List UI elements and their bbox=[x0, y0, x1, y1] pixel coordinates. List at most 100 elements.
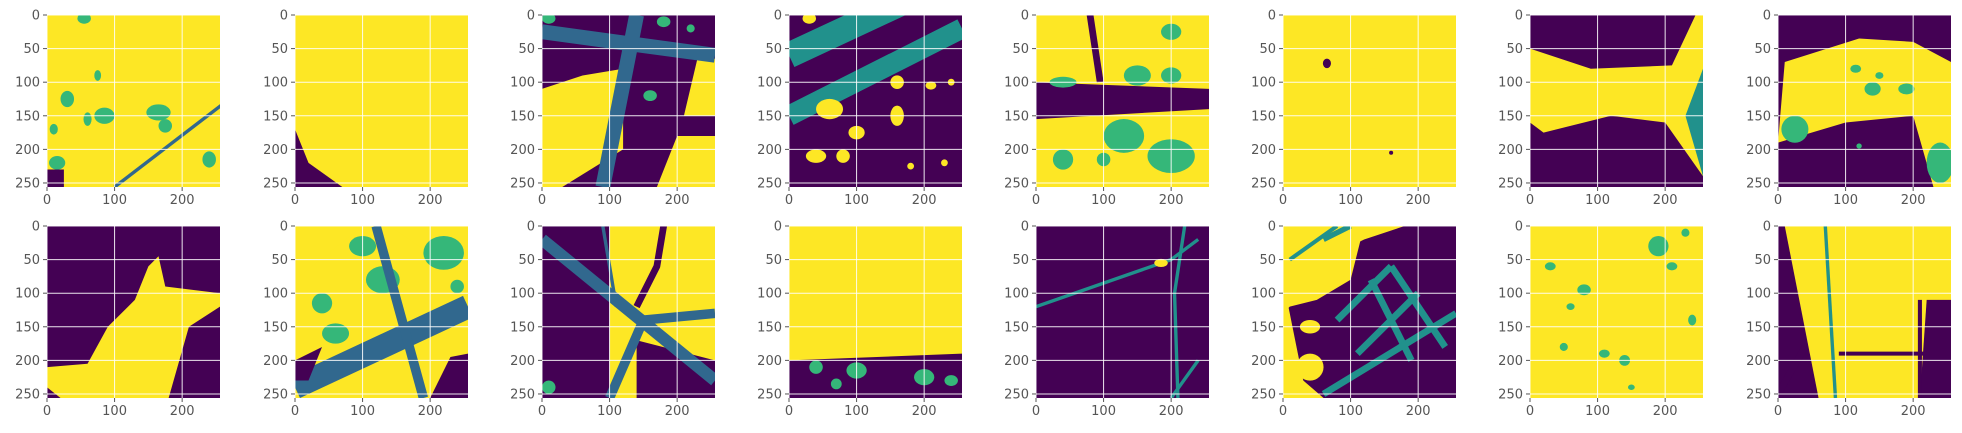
y-tick-label: 150 bbox=[15, 320, 40, 335]
y-tick-label: 250 bbox=[1498, 176, 1523, 191]
y-tick-label: 150 bbox=[1004, 109, 1029, 124]
mask-region bbox=[686, 24, 695, 33]
panel-background bbox=[295, 15, 468, 187]
mask-region bbox=[423, 235, 464, 270]
y-tick-label: 200 bbox=[1498, 143, 1523, 158]
mask-panel: 0 100 200 0 50 100 150 200 250 bbox=[15, 9, 220, 208]
mask-region bbox=[907, 162, 915, 170]
y-tick-label: 200 bbox=[1746, 143, 1771, 158]
mask-region bbox=[595, 15, 644, 187]
mask-region bbox=[636, 340, 715, 398]
y-tick-label: 150 bbox=[510, 109, 535, 124]
mask-region bbox=[542, 15, 556, 24]
y-tick-label: 50 bbox=[1259, 42, 1276, 57]
y-tick-label: 0 bbox=[1021, 220, 1029, 235]
y-tick-label: 100 bbox=[1746, 76, 1771, 91]
x-tick-label: 0 bbox=[291, 193, 299, 208]
y-tick-label: 0 bbox=[32, 9, 40, 24]
x-tick-label: 200 bbox=[170, 404, 195, 419]
x-tick-label: 0 bbox=[1279, 404, 1287, 419]
y-tick-label: 250 bbox=[510, 176, 535, 191]
mask-region bbox=[47, 169, 64, 187]
x-tick-label: 0 bbox=[538, 193, 546, 208]
mask-region bbox=[1778, 345, 1808, 396]
x-tick-label: 100 bbox=[102, 193, 127, 208]
mask-region bbox=[295, 129, 343, 187]
mask-region bbox=[683, 58, 715, 116]
x-tick-label: 200 bbox=[418, 193, 443, 208]
y-tick-label: 100 bbox=[757, 76, 782, 91]
y-tick-label: 200 bbox=[15, 143, 40, 158]
y-tick-label: 50 bbox=[23, 42, 40, 57]
y-tick-label: 150 bbox=[1251, 109, 1276, 124]
mask-region bbox=[49, 156, 66, 170]
mask-panel: 0 100 200 0 50 100 150 200 250 bbox=[1251, 220, 1456, 419]
x-tick-label: 100 bbox=[597, 193, 622, 208]
y-tick-label: 200 bbox=[510, 354, 535, 369]
y-tick-label: 150 bbox=[1746, 109, 1771, 124]
mask-region bbox=[49, 123, 58, 135]
mask-region bbox=[789, 19, 962, 125]
y-tick-label: 100 bbox=[15, 287, 40, 302]
mask-region bbox=[1322, 58, 1331, 69]
y-tick-label: 250 bbox=[510, 387, 535, 402]
y-tick-label: 250 bbox=[263, 176, 288, 191]
y-tick-label: 0 bbox=[1515, 220, 1523, 235]
x-tick-label: 100 bbox=[102, 404, 127, 419]
y-tick-label: 50 bbox=[271, 42, 288, 57]
mask-region bbox=[1322, 226, 1352, 242]
mask-region bbox=[1389, 150, 1394, 155]
x-tick-label: 0 bbox=[785, 404, 793, 419]
mask-panel: 0 100 200 0 50 100 150 200 250 bbox=[1746, 220, 1951, 419]
y-tick-label: 50 bbox=[1012, 253, 1029, 268]
y-tick-label: 0 bbox=[774, 220, 782, 235]
x-tick-label: 200 bbox=[1406, 404, 1431, 419]
y-tick-label: 50 bbox=[518, 42, 535, 57]
y-tick-label: 250 bbox=[1498, 387, 1523, 402]
x-tick-label: 200 bbox=[170, 193, 195, 208]
mask-region bbox=[1666, 262, 1678, 271]
y-tick-label: 0 bbox=[1021, 9, 1029, 24]
mask-region bbox=[944, 375, 958, 386]
x-tick-label: 0 bbox=[1774, 193, 1782, 208]
y-tick-label: 250 bbox=[1004, 176, 1029, 191]
mask-region bbox=[1778, 38, 1951, 187]
mask-region bbox=[77, 15, 91, 24]
x-tick-label: 200 bbox=[1653, 404, 1678, 419]
x-tick-label: 100 bbox=[1585, 193, 1610, 208]
mask-region bbox=[941, 159, 948, 167]
mask-region bbox=[925, 81, 937, 90]
mask-region bbox=[816, 98, 844, 120]
y-tick-label: 0 bbox=[527, 220, 535, 235]
mask-panel: 0 100 200 0 50 100 150 200 250 bbox=[510, 9, 715, 208]
mask-region bbox=[1566, 303, 1575, 311]
x-tick-label: 100 bbox=[844, 404, 869, 419]
x-tick-label: 100 bbox=[844, 193, 869, 208]
x-tick-label: 100 bbox=[1091, 193, 1116, 208]
y-tick-label: 0 bbox=[774, 9, 782, 24]
y-tick-label: 0 bbox=[1515, 9, 1523, 24]
mask-region bbox=[450, 279, 464, 294]
y-tick-label: 150 bbox=[757, 109, 782, 124]
mask-region bbox=[83, 112, 92, 126]
y-tick-label: 50 bbox=[765, 253, 782, 268]
x-tick-label: 0 bbox=[1279, 193, 1287, 208]
y-tick-label: 150 bbox=[1004, 320, 1029, 335]
y-tick-label: 200 bbox=[1251, 143, 1276, 158]
mask-region bbox=[1296, 353, 1324, 381]
y-tick-label: 50 bbox=[23, 253, 40, 268]
y-tick-label: 250 bbox=[263, 387, 288, 402]
mask-region bbox=[1052, 149, 1074, 170]
mask-region bbox=[1864, 82, 1881, 96]
y-tick-label: 200 bbox=[757, 354, 782, 369]
mask-region bbox=[1856, 143, 1862, 149]
x-tick-label: 100 bbox=[350, 404, 375, 419]
y-tick-label: 0 bbox=[1268, 9, 1276, 24]
mask-region bbox=[158, 119, 173, 133]
mask-region bbox=[542, 380, 556, 395]
y-tick-label: 250 bbox=[1251, 387, 1276, 402]
mask-region bbox=[1823, 226, 1838, 398]
y-tick-label: 100 bbox=[510, 76, 535, 91]
x-tick-label: 0 bbox=[1526, 193, 1534, 208]
x-tick-label: 200 bbox=[912, 404, 937, 419]
